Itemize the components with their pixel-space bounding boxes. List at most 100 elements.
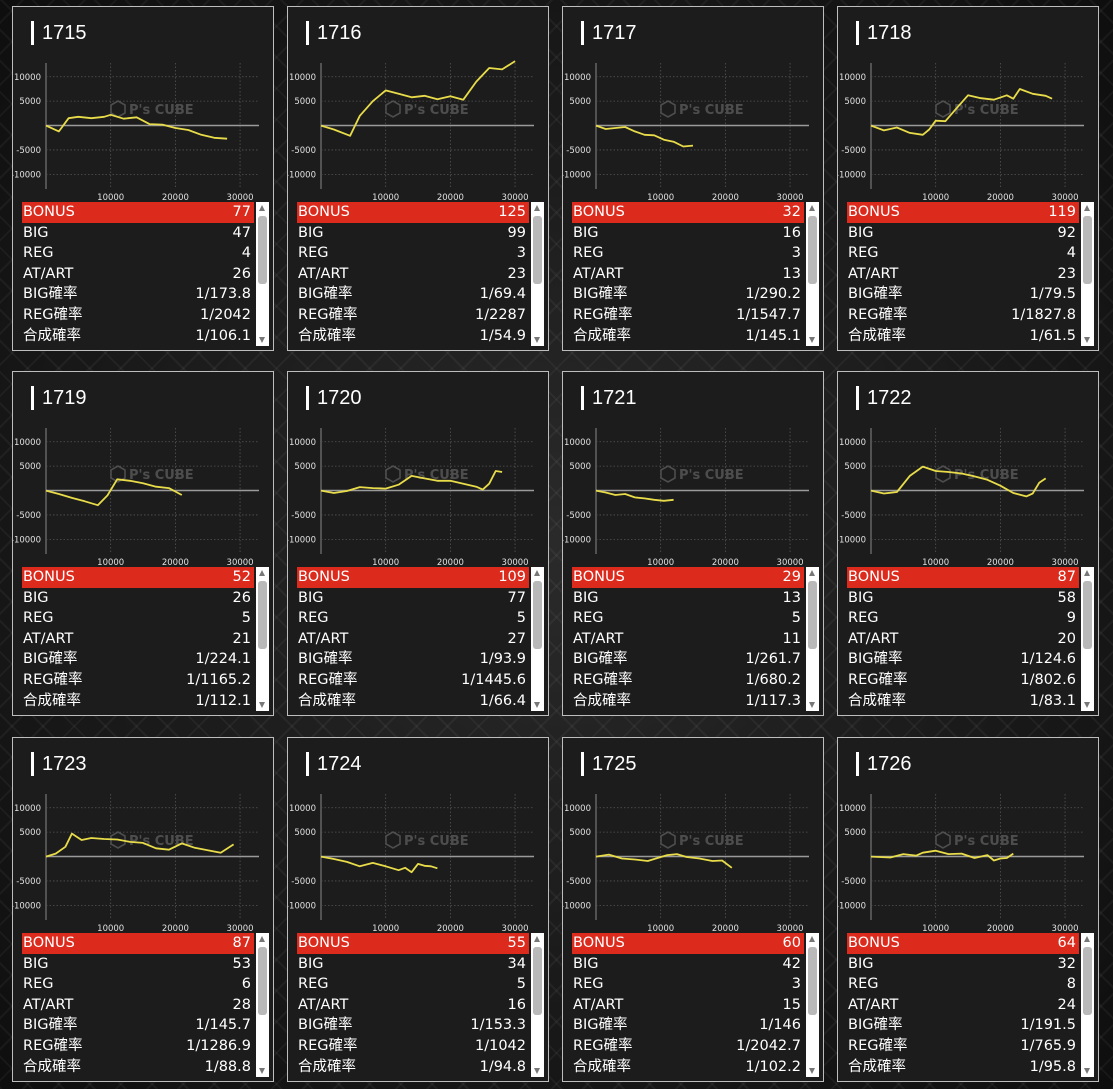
scroll-thumb[interactable] (258, 216, 267, 284)
scroll-up-arrow-icon[interactable] (534, 570, 540, 576)
stats-table: BONUS 87 BIG 58 REG 9 AT/ART 20 BIG確率 1/124.6 REG確… (847, 567, 1079, 711)
stat-label: BONUS (23, 935, 75, 951)
stats-table: BONUS 55 BIG 34 REG 5 AT/ART 16 BIG確率 1/153.3 REG確… (297, 933, 529, 1077)
stat-label: REG (23, 976, 54, 993)
machine-card[interactable]: 1723 P's CUBE 10000 5000 -5000 -10000 10000 200… (12, 737, 274, 1082)
machine-card[interactable]: 1716 P's CUBE 10000 5000 -5000 -10000 10000 200… (287, 6, 549, 351)
stat-label: BONUS (298, 204, 350, 220)
stat-row-big-rate: BIG確率 1/224.1 (22, 649, 254, 670)
scroll-up-arrow-icon[interactable] (534, 205, 540, 211)
stats-scrollbar[interactable] (256, 202, 269, 346)
scroll-down-arrow-icon[interactable] (259, 1068, 265, 1074)
scroll-down-arrow-icon[interactable] (534, 702, 540, 708)
scroll-up-arrow-icon[interactable] (809, 205, 815, 211)
slump-graph: P's CUBE 10000 5000 -5000 -10000 10000 20000 30… (563, 428, 809, 568)
scroll-down-arrow-icon[interactable] (809, 337, 815, 343)
scroll-thumb[interactable] (258, 581, 267, 649)
scroll-thumb[interactable] (808, 581, 817, 649)
scroll-down-arrow-icon[interactable] (534, 1068, 540, 1074)
machine-card[interactable]: 1722 P's CUBE 10000 5000 -5000 -10000 10000 200… (837, 371, 1099, 716)
scroll-up-arrow-icon[interactable] (259, 205, 265, 211)
stat-value: 55 (507, 935, 526, 951)
stats-scrollbar[interactable] (256, 933, 269, 1077)
cube-logo-icon (935, 465, 951, 483)
stat-row-total-rate: 合成確率 1/117.3 (572, 691, 804, 712)
stat-row-big: BIG 16 (572, 223, 804, 244)
stat-label: 合成確率 (298, 1058, 356, 1075)
stats-scrollbar[interactable] (806, 202, 819, 346)
x-tick-label: 30000 (502, 924, 529, 934)
scroll-up-arrow-icon[interactable] (1084, 570, 1090, 576)
stat-label: AT/ART (23, 630, 74, 647)
stat-value: 32 (782, 204, 801, 220)
scroll-down-arrow-icon[interactable] (1084, 702, 1090, 708)
stats-scrollbar[interactable] (806, 933, 819, 1077)
stat-label: 合成確率 (298, 327, 356, 344)
scroll-up-arrow-icon[interactable] (809, 570, 815, 576)
stats-scrollbar[interactable] (806, 567, 819, 711)
stats-scrollbar[interactable] (1081, 567, 1094, 711)
scroll-down-arrow-icon[interactable] (809, 1068, 815, 1074)
stats-scrollbar[interactable] (531, 202, 544, 346)
stats-scrollbar[interactable] (531, 933, 544, 1077)
stat-value: 5 (516, 610, 526, 627)
scroll-up-arrow-icon[interactable] (259, 570, 265, 576)
stat-label: REG (298, 610, 329, 627)
scroll-down-arrow-icon[interactable] (1084, 1068, 1090, 1074)
stats-scrollbar[interactable] (1081, 202, 1094, 346)
scroll-up-arrow-icon[interactable] (534, 936, 540, 942)
slump-line (45, 832, 235, 858)
machine-card[interactable]: 1721 P's CUBE 10000 5000 -5000 -10000 10000 200… (562, 371, 824, 716)
stat-row-atart: AT/ART 11 (572, 629, 804, 650)
stat-label: REG確率 (573, 671, 633, 688)
stat-value: 1/2287 (474, 306, 526, 323)
machine-card[interactable]: 1725 P's CUBE 10000 5000 -5000 -10000 10000 200… (562, 737, 824, 1082)
scroll-down-arrow-icon[interactable] (259, 337, 265, 343)
stat-label: BIG (573, 955, 599, 972)
y-tick-label: -10000 (288, 901, 316, 911)
scroll-thumb[interactable] (808, 947, 817, 1015)
stat-label: REG (298, 245, 329, 262)
x-tick-label: 30000 (502, 558, 529, 568)
scroll-thumb[interactable] (808, 216, 817, 284)
machine-card[interactable]: 1715 P's CUBE 10000 5000 -5000 -10000 10000 200… (12, 6, 274, 351)
machine-number: 1723 (42, 752, 87, 775)
scroll-down-arrow-icon[interactable] (534, 337, 540, 343)
stats-scrollbar[interactable] (256, 567, 269, 711)
scroll-thumb[interactable] (1083, 581, 1092, 649)
y-tick-label: -10000 (563, 170, 591, 180)
machine-card[interactable]: 1718 P's CUBE 10000 5000 -5000 -10000 10000 200… (837, 6, 1099, 351)
stat-row-reg: REG 6 (22, 974, 254, 995)
stat-label: REG確率 (23, 671, 83, 688)
machine-card[interactable]: 1719 P's CUBE 10000 5000 -5000 -10000 10000 200… (12, 371, 274, 716)
machine-card[interactable]: 1720 P's CUBE 10000 5000 -5000 -10000 10000 200… (287, 371, 549, 716)
scroll-up-arrow-icon[interactable] (259, 936, 265, 942)
stat-label: REG確率 (23, 1037, 83, 1054)
stats-scrollbar[interactable] (1081, 933, 1094, 1077)
scroll-thumb[interactable] (1083, 216, 1092, 284)
machine-number: 1725 (592, 752, 637, 775)
scroll-up-arrow-icon[interactable] (1084, 205, 1090, 211)
scroll-down-arrow-icon[interactable] (809, 702, 815, 708)
scroll-thumb[interactable] (533, 216, 542, 284)
scroll-thumb[interactable] (258, 947, 267, 1015)
scroll-thumb[interactable] (1083, 947, 1092, 1015)
machine-card[interactable]: 1717 P's CUBE 10000 5000 -5000 -10000 10000 200… (562, 6, 824, 351)
scroll-up-arrow-icon[interactable] (809, 936, 815, 942)
scroll-down-arrow-icon[interactable] (259, 702, 265, 708)
stat-value: 34 (507, 955, 526, 972)
stat-label: BONUS (848, 204, 900, 220)
stat-label: REG (848, 976, 879, 993)
scroll-thumb[interactable] (533, 947, 542, 1015)
stat-value: 8 (1066, 976, 1076, 993)
stat-row-total-rate: 合成確率 1/88.8 (22, 1057, 254, 1078)
stat-value: 125 (498, 204, 526, 220)
machine-card[interactable]: 1724 P's CUBE 10000 5000 -5000 -10000 10000 200… (287, 737, 549, 1082)
watermark: P's CUBE (385, 831, 469, 849)
scroll-thumb[interactable] (533, 581, 542, 649)
scroll-up-arrow-icon[interactable] (1084, 936, 1090, 942)
stats-scrollbar[interactable] (531, 567, 544, 711)
scroll-down-arrow-icon[interactable] (1084, 337, 1090, 343)
machine-card[interactable]: 1726 P's CUBE 10000 5000 -5000 -10000 10000 200… (837, 737, 1099, 1082)
stat-row-reg-rate: REG確率 1/1445.6 (297, 670, 529, 691)
